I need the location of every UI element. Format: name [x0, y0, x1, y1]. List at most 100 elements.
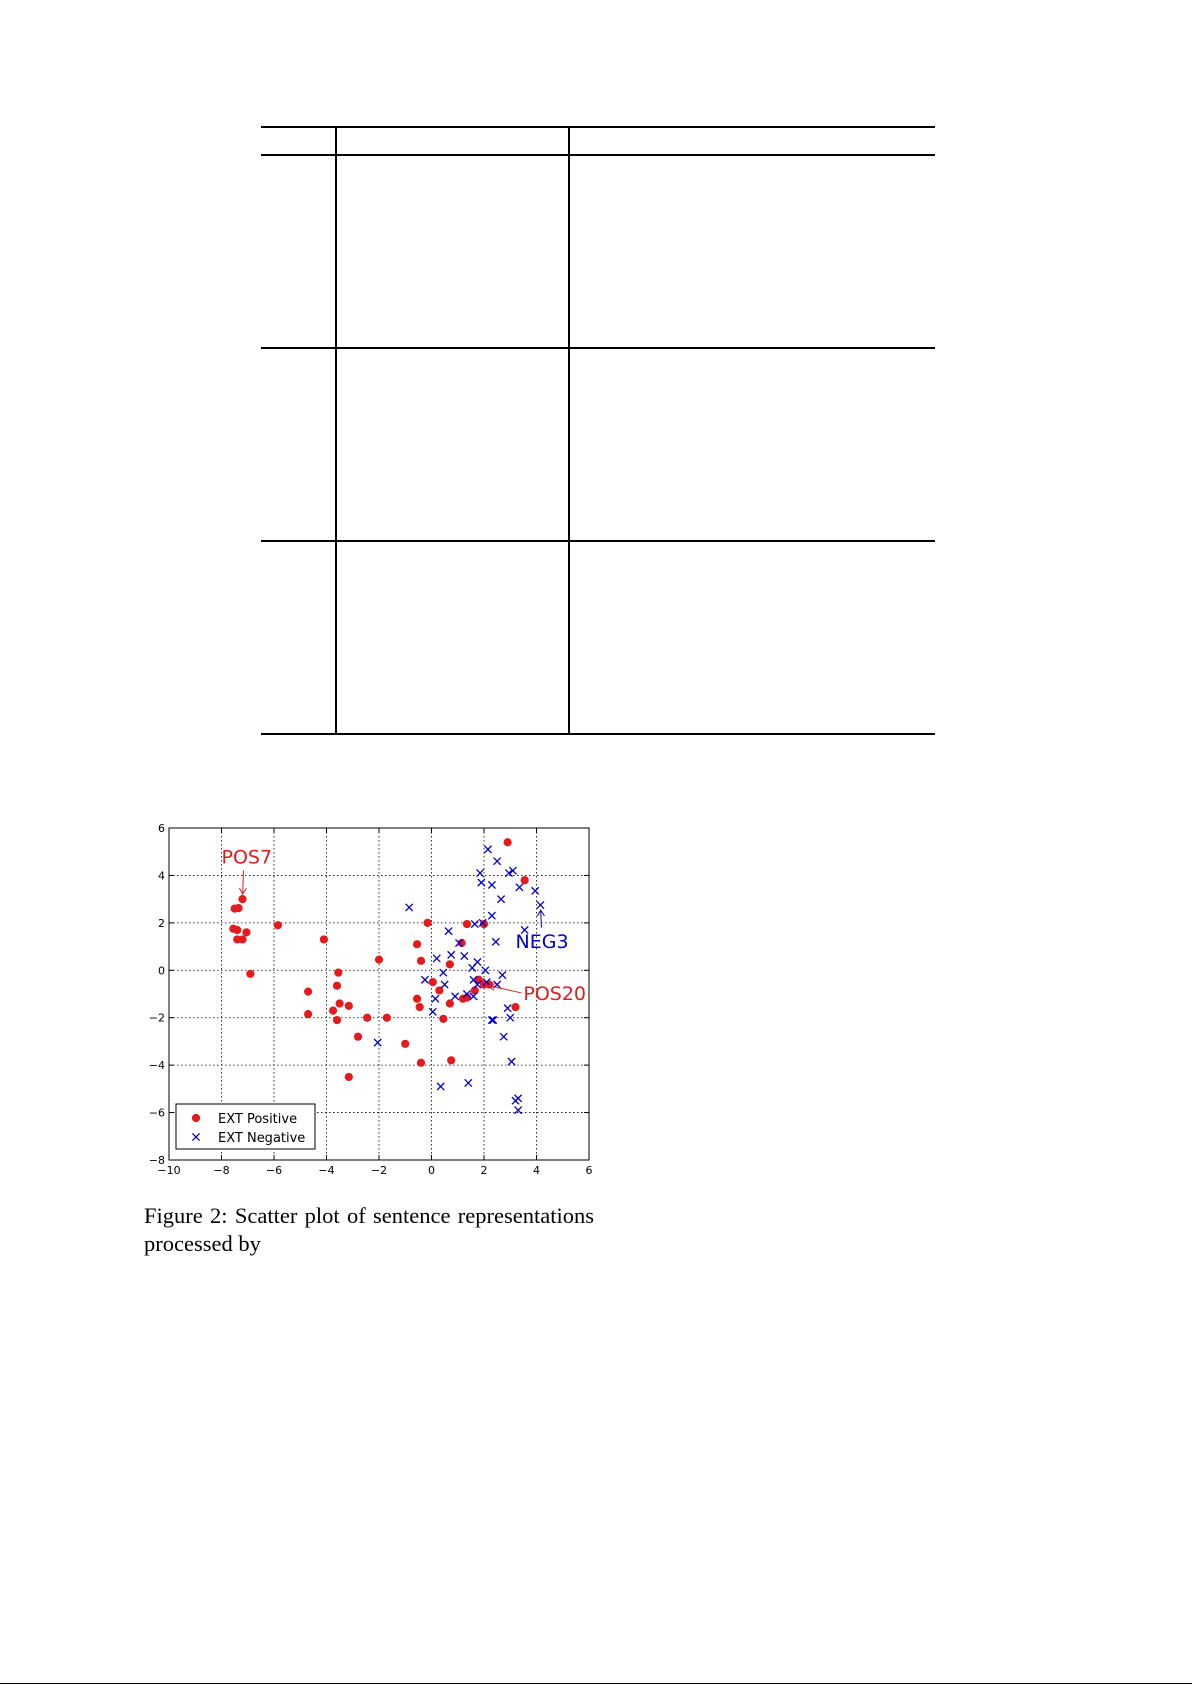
data-point-negative [481, 966, 490, 975]
page-bottom-rule [0, 1683, 1192, 1684]
data-point-positive [234, 904, 243, 913]
y-tick-label: 0 [158, 964, 165, 977]
data-point-negative [520, 925, 529, 935]
data-point-positive [304, 1010, 313, 1019]
legend-box [175, 1103, 316, 1150]
legend-label: EXT Negative [218, 1131, 305, 1146]
data-point-negative [455, 938, 464, 948]
y-tick-label: 2 [158, 917, 165, 930]
table-column-divider [335, 126, 337, 734]
data-point-positive [382, 1013, 391, 1022]
data-point-negative [514, 1106, 523, 1115]
data-point-negative [473, 980, 482, 989]
data-point-positive [233, 925, 242, 935]
annotation-arrowhead [487, 983, 496, 991]
data-point-negative [462, 989, 471, 999]
y-tick-label: 4 [158, 869, 165, 882]
data-point-negative [432, 954, 441, 963]
data-point-negative [497, 895, 506, 904]
annotation-arrow [488, 985, 522, 994]
annotation-label: NEG3 [516, 931, 569, 953]
data-point-negative [489, 1016, 498, 1025]
annotation-label: POS20 [523, 983, 586, 1005]
data-point-negative [498, 970, 507, 980]
data-point-negative [436, 1082, 445, 1091]
data-point-positive [416, 956, 426, 965]
x-tick-label: 6 [586, 1164, 593, 1177]
data-point-positive [439, 1014, 448, 1023]
data-point-positive [353, 1032, 363, 1041]
data-point-positive [273, 921, 283, 930]
data-point-positive [332, 1015, 342, 1025]
data-point-positive [334, 968, 343, 977]
table-top-rule [261, 126, 935, 128]
data-point-positive [412, 994, 422, 1003]
data-point-positive [374, 955, 384, 964]
table-column-divider [568, 126, 570, 734]
annotation-arrowhead [536, 909, 545, 917]
data-point-negative [428, 1007, 437, 1016]
x-tick-label: −2 [371, 1164, 387, 1177]
data-point-positive [246, 969, 255, 978]
data-point-negative [439, 968, 448, 977]
data-point-negative [477, 878, 486, 887]
x-tick-label: 4 [533, 1164, 540, 1177]
data-point-positive [319, 935, 328, 944]
data-point-negative [504, 868, 513, 878]
y-tick-label: −8 [149, 1154, 165, 1167]
data-point-negative [506, 1013, 515, 1022]
data-point-negative [440, 980, 449, 989]
data-point-positive [415, 1002, 424, 1012]
data-point-negative [531, 886, 540, 895]
data-point-negative [483, 845, 492, 854]
data-point-negative [431, 994, 440, 1003]
data-point-negative [373, 1038, 382, 1047]
data-point-positive [304, 987, 313, 996]
data-point-negative [478, 918, 487, 927]
y-tick-label: 6 [158, 822, 165, 835]
data-point-positive [462, 919, 472, 929]
x-tick-label: 2 [481, 1164, 488, 1177]
data-point-positive [238, 895, 247, 904]
data-point-negative [473, 957, 482, 967]
data-point-negative [460, 951, 469, 961]
data-point-negative [469, 992, 478, 1001]
data-point-negative [493, 857, 502, 866]
data-point-negative [420, 975, 429, 984]
table-bottom-rule [261, 733, 935, 735]
data-point-negative [508, 866, 517, 875]
data-point-positive [328, 1006, 338, 1015]
annotation-label: POS7 [222, 847, 273, 869]
data-point-negative [444, 927, 453, 936]
data-point-positive [238, 935, 247, 944]
data-point-positive [344, 1001, 353, 1010]
data-point-negative [482, 978, 491, 987]
x-tick-label: −8 [213, 1164, 229, 1177]
annotation-arrowhead [238, 887, 247, 896]
y-tick-label: −2 [149, 1012, 165, 1025]
legend-label: EXT Positive [218, 1112, 297, 1127]
data-point-positive [503, 838, 512, 847]
data-point-negative [470, 919, 479, 929]
data-point-positive [445, 960, 454, 969]
data-point-positive [332, 981, 342, 990]
data-point-positive [447, 1056, 456, 1065]
table [0, 0, 1192, 760]
data-point-positive [428, 978, 437, 987]
table-row-rule [261, 347, 935, 349]
data-point-positive [423, 918, 432, 927]
figure-caption: Figure 2: Scatter plot of sentence repre… [144, 1203, 594, 1256]
data-point-negative [405, 903, 414, 912]
legend-marker-positive [191, 1113, 201, 1123]
data-point-positive [412, 940, 422, 949]
x-tick-label: −4 [318, 1164, 334, 1177]
data-point-negative [515, 883, 524, 892]
data-point-negative [499, 1032, 508, 1041]
data-point-positive [445, 999, 454, 1008]
x-tick-label: −10 [157, 1164, 180, 1177]
data-point-negative [514, 1094, 523, 1103]
data-point-positive [470, 986, 479, 995]
data-point-negative [487, 911, 496, 920]
table-header-rule [261, 154, 935, 156]
